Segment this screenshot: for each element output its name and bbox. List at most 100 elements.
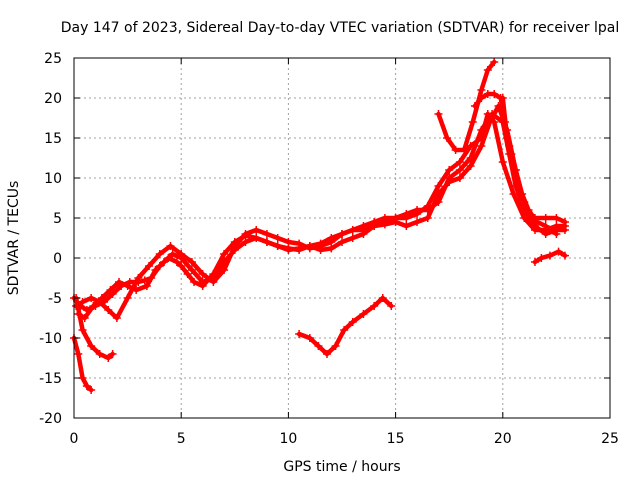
data-point <box>554 247 563 256</box>
data-point <box>87 386 96 394</box>
data-point <box>359 226 368 234</box>
data-point <box>338 230 346 238</box>
data-point <box>82 382 91 390</box>
data-point <box>168 250 177 258</box>
data-point <box>477 86 486 94</box>
data-point <box>87 342 96 350</box>
data-point <box>483 66 492 74</box>
x-tick-label: 0 <box>70 431 79 447</box>
series-markers-trace-mid-low <box>295 294 396 358</box>
data-point <box>455 174 464 182</box>
data-point <box>488 110 497 118</box>
data-point <box>187 266 196 274</box>
data-point <box>541 230 550 238</box>
data-point <box>477 94 486 102</box>
data-point <box>490 90 499 98</box>
data-point <box>541 222 550 230</box>
y-tick-label: -20 <box>39 411 62 427</box>
data-point <box>387 302 396 310</box>
data-point <box>115 278 124 286</box>
series-markers-trace-late-low <box>530 247 569 266</box>
data-point <box>402 210 411 218</box>
series-trace-hi-a <box>436 59 497 153</box>
data-point <box>518 190 527 198</box>
y-tick-label: 25 <box>44 51 62 67</box>
data-point <box>123 294 132 302</box>
data-point <box>187 258 196 266</box>
data-point <box>322 350 331 358</box>
data-point <box>537 254 546 262</box>
data-point <box>533 218 542 226</box>
series-markers-trace-main-a <box>70 110 569 314</box>
y-tick-label: -15 <box>39 371 62 387</box>
data-point <box>541 214 550 222</box>
y-tick-label: -10 <box>39 331 62 347</box>
data-point <box>391 214 400 222</box>
data-point <box>507 150 516 158</box>
data-point <box>545 251 554 260</box>
x-tick-label: 20 <box>494 431 512 447</box>
data-point <box>511 166 520 174</box>
data-point <box>490 58 499 66</box>
data-point <box>198 270 207 278</box>
data-point <box>477 142 486 150</box>
data-point <box>460 146 469 154</box>
x-tick-label: 10 <box>279 431 297 447</box>
data-point <box>331 342 340 350</box>
data-point <box>348 226 357 234</box>
data-point <box>95 350 104 358</box>
data-point <box>190 278 199 286</box>
data-point <box>340 326 349 334</box>
data-point <box>198 278 207 286</box>
data-point <box>316 242 325 250</box>
data-point <box>134 274 143 282</box>
data-point <box>498 158 507 166</box>
data-point <box>434 110 443 118</box>
data-point <box>524 206 533 214</box>
data-point <box>104 354 113 362</box>
data-point <box>151 266 160 274</box>
plot-frame <box>73 57 611 419</box>
data-point <box>338 238 346 246</box>
data-point <box>284 246 293 254</box>
data-point <box>273 242 282 250</box>
data-point <box>95 298 104 306</box>
data-point <box>284 238 293 246</box>
data-point <box>142 282 151 290</box>
data-point <box>295 239 304 248</box>
data-point <box>530 258 539 266</box>
data-point <box>74 350 83 358</box>
data-point <box>348 318 357 326</box>
data-point <box>468 118 477 126</box>
series-markers-trace-main-b <box>74 102 569 322</box>
data-point <box>241 238 250 246</box>
data-point <box>123 282 132 290</box>
data-point <box>560 218 569 226</box>
data-point <box>348 234 357 242</box>
data-point <box>166 242 175 250</box>
y-tick-label: 0 <box>53 251 62 267</box>
data-point <box>155 250 164 258</box>
data-point <box>477 126 486 134</box>
data-point <box>108 350 117 358</box>
data-point <box>380 218 389 226</box>
data-point <box>378 294 387 302</box>
series-trace-main-c <box>73 111 568 321</box>
data-point <box>423 206 432 214</box>
series-trace-main-b <box>76 103 568 321</box>
data-point <box>305 244 314 253</box>
data-point <box>160 258 169 266</box>
series-markers-trace-main-c <box>72 110 569 322</box>
series-markers-trace-drop-b <box>72 294 117 362</box>
y-tick-label: 10 <box>44 171 62 187</box>
series-markers-trace-hi-c <box>498 94 561 238</box>
data-point <box>262 238 271 246</box>
x-tick-label: 25 <box>601 431 619 447</box>
y-tick-label: 5 <box>53 211 62 227</box>
data-point <box>370 302 379 310</box>
data-point <box>443 134 452 142</box>
data-point <box>252 226 261 234</box>
data-point <box>177 250 186 258</box>
data-point <box>305 334 314 342</box>
